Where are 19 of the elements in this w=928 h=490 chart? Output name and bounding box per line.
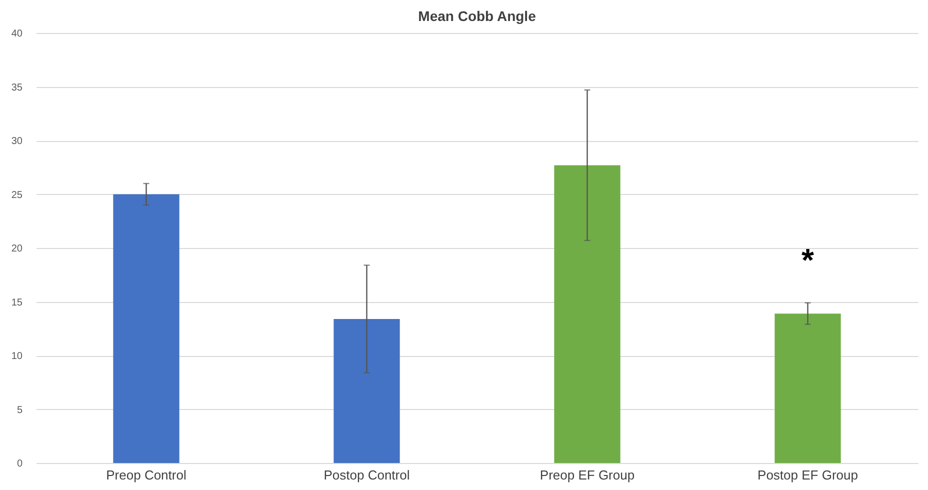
chart-title: Mean Cobb Angle <box>418 8 536 24</box>
y-tick-label: 15 <box>11 297 23 308</box>
x-tick-label: Postop EF Group <box>758 468 858 482</box>
y-tick-label: 35 <box>11 82 23 94</box>
annotation: * <box>802 242 815 278</box>
bar <box>334 318 400 463</box>
y-tick-label: 25 <box>11 190 23 201</box>
y-tick-label: 30 <box>11 136 23 147</box>
x-tick-label: Postop Control <box>324 468 410 482</box>
y-tick-label: 40 <box>11 28 23 40</box>
y-tick-label: 5 <box>16 404 23 416</box>
x-tick-label: Preop Control <box>106 468 186 482</box>
bar <box>113 194 180 463</box>
y-tick-label: 0 <box>16 458 23 470</box>
x-tick-label: Preop EF Group <box>540 468 635 482</box>
y-tick-label: 10 <box>11 351 23 362</box>
bar <box>554 165 620 463</box>
bar <box>774 314 841 463</box>
y-tick-label: 20 <box>11 244 23 254</box>
